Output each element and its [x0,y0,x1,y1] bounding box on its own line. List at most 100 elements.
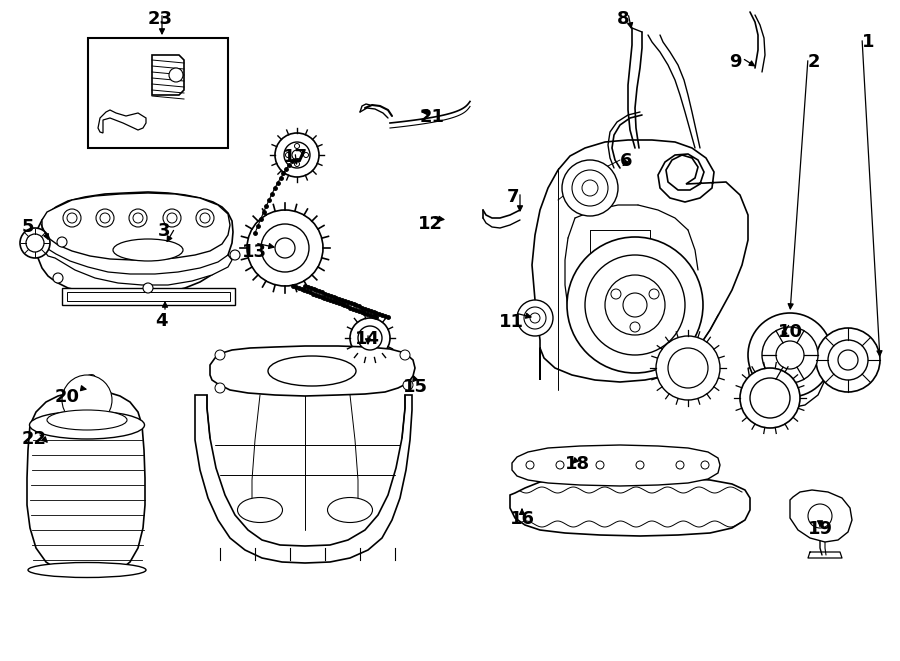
Text: 18: 18 [565,455,590,473]
Polygon shape [195,395,412,563]
Circle shape [838,350,858,370]
Circle shape [169,68,183,82]
Polygon shape [512,445,720,486]
Circle shape [701,461,709,469]
Circle shape [750,378,790,418]
Circle shape [611,289,621,299]
Ellipse shape [268,356,356,386]
Polygon shape [45,249,232,285]
Circle shape [668,348,708,388]
Text: 2: 2 [808,53,821,71]
Circle shape [636,461,644,469]
Polygon shape [510,477,750,536]
Circle shape [776,341,804,369]
Text: 20: 20 [55,388,80,406]
Circle shape [163,209,181,227]
Text: 5: 5 [22,218,34,236]
Polygon shape [748,337,825,408]
Circle shape [630,322,640,332]
Circle shape [100,213,110,223]
Circle shape [530,313,540,323]
Circle shape [403,380,413,390]
Ellipse shape [30,411,145,439]
Circle shape [96,209,114,227]
Circle shape [350,318,390,358]
Circle shape [748,313,832,397]
Circle shape [167,213,177,223]
Text: 4: 4 [155,312,167,330]
Ellipse shape [238,498,283,522]
Text: 9: 9 [729,53,742,71]
Text: 1: 1 [862,33,875,51]
Circle shape [656,336,720,400]
Text: 19: 19 [808,520,833,538]
Circle shape [605,275,665,335]
Circle shape [292,150,302,160]
Polygon shape [62,288,235,305]
Text: 23: 23 [148,10,173,28]
Circle shape [526,461,534,469]
Circle shape [284,142,310,168]
Text: 11: 11 [499,313,524,331]
Circle shape [556,461,564,469]
Circle shape [133,213,143,223]
Text: 12: 12 [418,215,443,233]
Circle shape [572,170,608,206]
Circle shape [596,461,604,469]
Text: 13: 13 [242,243,267,261]
Circle shape [247,210,323,286]
Circle shape [129,209,147,227]
Polygon shape [67,292,230,301]
Circle shape [285,153,291,157]
Circle shape [275,238,295,258]
Circle shape [215,350,225,360]
Circle shape [303,153,309,157]
Ellipse shape [47,410,127,430]
Circle shape [215,383,225,393]
Circle shape [143,283,153,293]
Circle shape [196,209,214,227]
Circle shape [517,300,553,336]
Circle shape [230,250,240,260]
Text: 10: 10 [778,323,803,341]
Circle shape [585,255,685,355]
Bar [88,38,228,148]
Text: 14: 14 [355,330,380,348]
Circle shape [808,504,832,528]
Polygon shape [152,55,184,95]
Circle shape [676,461,684,469]
Ellipse shape [28,563,146,578]
Circle shape [294,143,300,149]
Ellipse shape [328,498,373,522]
Circle shape [816,328,880,392]
Polygon shape [790,490,852,542]
Text: 16: 16 [510,510,535,528]
Circle shape [53,273,63,283]
Polygon shape [98,110,146,133]
Circle shape [261,224,309,272]
Circle shape [524,307,546,329]
Text: 17: 17 [283,148,308,166]
Polygon shape [27,390,145,577]
Text: 7: 7 [507,188,519,206]
Circle shape [200,213,210,223]
Circle shape [740,368,800,428]
Circle shape [63,209,81,227]
Text: 15: 15 [403,378,428,396]
Circle shape [358,326,382,350]
Text: 22: 22 [22,430,47,448]
Circle shape [400,350,410,360]
Polygon shape [532,140,748,382]
Circle shape [57,237,67,247]
Polygon shape [35,192,233,296]
Circle shape [20,228,50,258]
Ellipse shape [86,375,94,381]
Circle shape [567,237,703,373]
Polygon shape [42,193,230,260]
Circle shape [649,289,659,299]
Circle shape [828,340,868,380]
Circle shape [294,161,300,167]
Text: 8: 8 [617,10,630,28]
Circle shape [275,133,319,177]
Circle shape [562,160,618,216]
